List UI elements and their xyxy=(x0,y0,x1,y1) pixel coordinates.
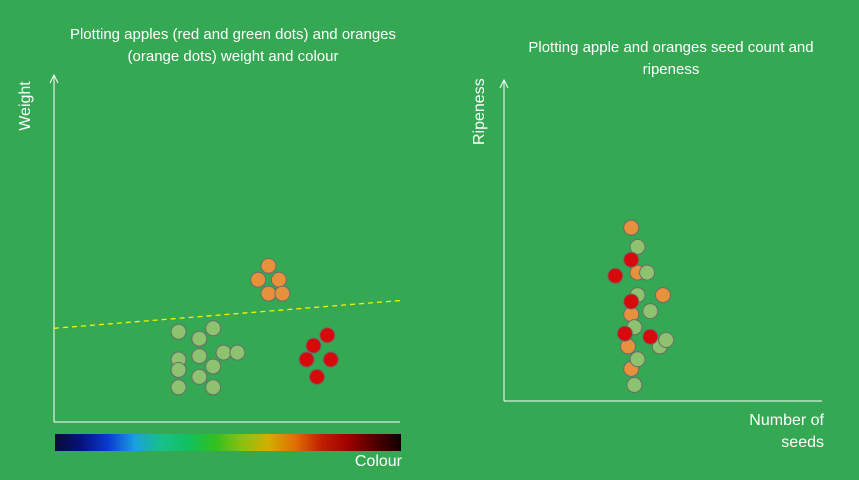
data-point xyxy=(623,293,640,310)
data-point xyxy=(626,376,643,393)
data-point xyxy=(616,325,633,342)
data-point xyxy=(260,285,277,302)
y-axis-arrow xyxy=(499,78,509,89)
data-point xyxy=(629,238,646,255)
data-point xyxy=(298,351,315,368)
chart-title-left: Plotting apples (red and green dots) and… xyxy=(69,26,397,65)
data-point xyxy=(215,344,232,361)
threshold-dashed-line xyxy=(53,299,401,329)
data-point xyxy=(205,320,222,337)
data-point xyxy=(250,271,267,288)
chart-title-right: Plotting apple and oranges seed count an… xyxy=(528,39,814,78)
data-point xyxy=(642,328,659,345)
data-point xyxy=(191,330,208,347)
data-point xyxy=(205,379,222,396)
data-point xyxy=(170,379,187,396)
data-point xyxy=(639,264,656,281)
colour-scale-bar xyxy=(55,434,401,451)
data-point xyxy=(642,303,659,320)
x-axis-label-right: Number of seeds xyxy=(749,412,824,451)
data-point xyxy=(191,348,208,365)
data-point xyxy=(623,219,640,236)
data-point xyxy=(305,337,322,354)
data-point xyxy=(229,344,246,361)
data-point xyxy=(170,361,187,378)
y-axis-arrow xyxy=(49,73,59,84)
data-point xyxy=(658,332,675,349)
data-point xyxy=(274,285,291,302)
x-axis-label-left: Colour xyxy=(354,453,402,470)
data-point xyxy=(623,251,640,268)
data-point xyxy=(191,368,208,385)
data-point xyxy=(322,351,339,368)
data-point xyxy=(319,327,336,344)
data-point xyxy=(260,257,277,274)
data-point xyxy=(308,368,325,385)
data-point xyxy=(607,267,624,284)
data-point xyxy=(270,271,287,288)
data-point xyxy=(205,358,222,375)
data-point xyxy=(170,323,187,340)
data-point xyxy=(629,351,646,368)
data-point xyxy=(655,287,671,304)
